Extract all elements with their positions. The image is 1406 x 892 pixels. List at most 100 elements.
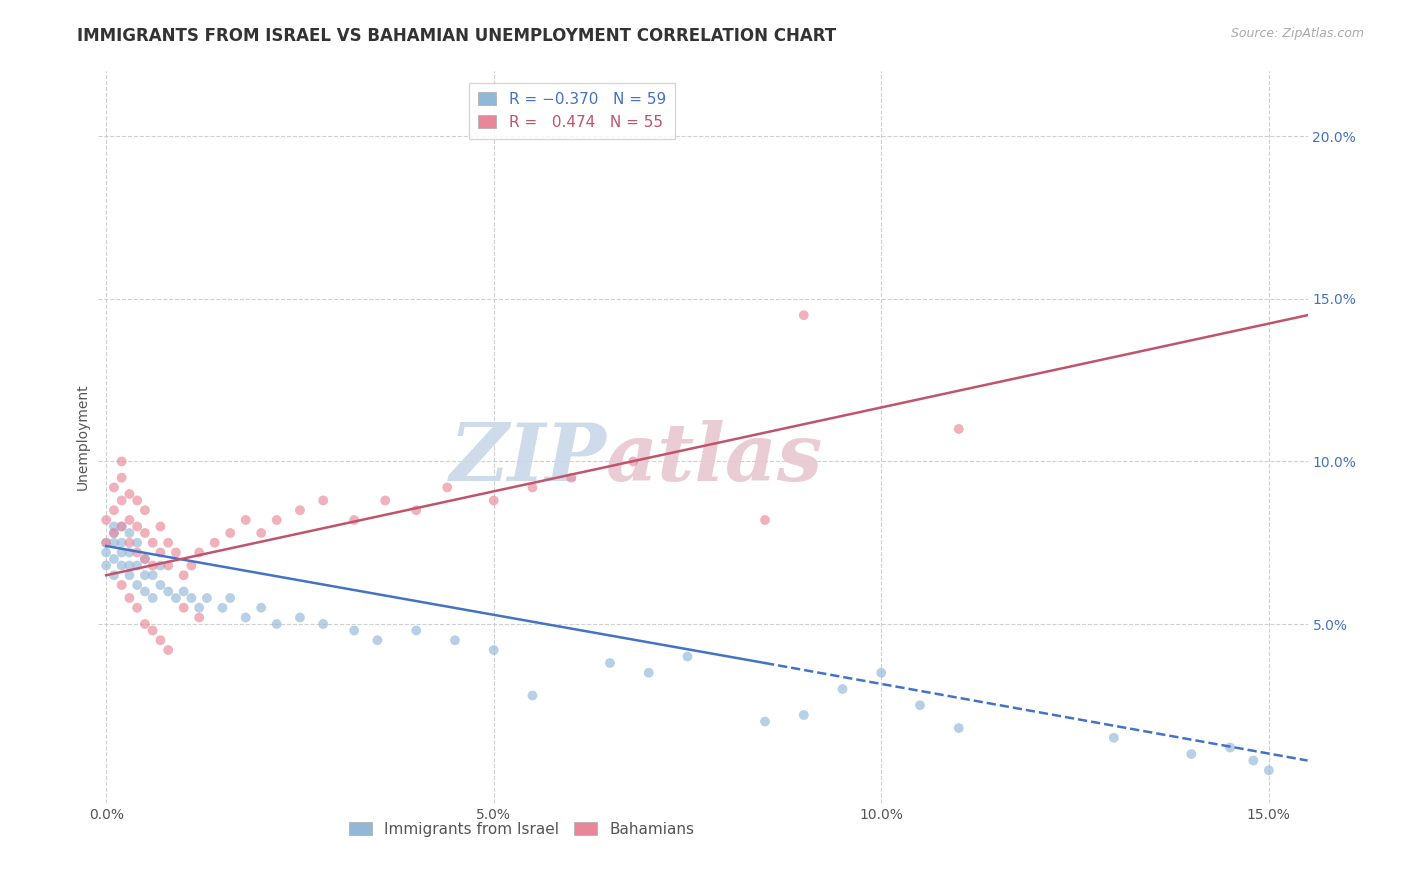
Point (405, 503, 427, 517)
Point (118, 568, 141, 582)
Point (793, 308, 815, 322)
Point (118, 558, 141, 573)
Point (676, 649, 699, 664)
Point (219, 526, 242, 541)
Point (560, 471, 582, 485)
Point (149, 633, 172, 648)
Point (118, 513, 141, 527)
Point (312, 493, 335, 508)
Legend: Immigrants from Israel, Bahamians: Immigrants from Israel, Bahamians (343, 815, 700, 843)
Point (149, 519, 172, 533)
Point (118, 591, 141, 605)
Point (134, 552, 156, 566)
Point (134, 617, 156, 632)
Point (118, 487, 141, 501)
Point (188, 600, 211, 615)
Point (118, 535, 141, 549)
Point (948, 721, 970, 735)
Point (127, 578, 149, 592)
Point (482, 493, 505, 508)
Point (134, 568, 156, 582)
Point (366, 633, 388, 648)
Point (111, 578, 134, 592)
Point (111, 535, 134, 549)
Point (621, 454, 644, 468)
Point (111, 519, 134, 533)
Point (754, 513, 776, 527)
Point (754, 714, 776, 729)
Point (127, 519, 149, 533)
Point (599, 656, 621, 670)
Point (312, 617, 335, 632)
Point (96, 535, 118, 549)
Text: ZIP: ZIP (450, 420, 606, 498)
Point (436, 480, 458, 494)
Point (96, 513, 118, 527)
Point (127, 558, 149, 573)
Point (103, 535, 125, 549)
Point (831, 681, 853, 696)
Point (134, 526, 156, 541)
Point (204, 535, 226, 549)
Point (157, 558, 180, 573)
Point (103, 480, 125, 494)
Point (127, 535, 149, 549)
Point (405, 624, 427, 638)
Point (195, 591, 218, 605)
Point (1257, 764, 1279, 778)
Point (1180, 747, 1202, 761)
Point (157, 584, 180, 599)
Point (870, 665, 893, 680)
Point (149, 578, 172, 592)
Point (948, 422, 970, 436)
Point (127, 493, 149, 508)
Point (522, 480, 544, 494)
Point (127, 600, 149, 615)
Point (173, 584, 195, 599)
Text: Source: ZipAtlas.com: Source: ZipAtlas.com (1230, 27, 1364, 40)
Point (157, 643, 180, 657)
Point (180, 558, 202, 573)
Point (250, 526, 273, 541)
Point (142, 624, 165, 638)
Point (288, 610, 311, 624)
Point (235, 513, 257, 527)
Point (134, 503, 156, 517)
Point (134, 584, 156, 599)
Point (374, 493, 396, 508)
Point (343, 513, 366, 527)
Point (173, 600, 195, 615)
Point (96, 535, 118, 549)
Point (142, 591, 165, 605)
Point (165, 591, 187, 605)
Point (118, 526, 141, 541)
Point (1241, 754, 1264, 768)
Point (149, 558, 172, 573)
Point (111, 493, 134, 508)
Point (1102, 731, 1125, 745)
Point (111, 545, 134, 559)
Point (142, 535, 165, 549)
Point (103, 568, 125, 582)
Point (637, 665, 659, 680)
Point (96, 558, 118, 573)
Point (444, 633, 467, 648)
Text: IMMIGRANTS FROM ISRAEL VS BAHAMIAN UNEMPLOYMENT CORRELATION CHART: IMMIGRANTS FROM ISRAEL VS BAHAMIAN UNEMP… (77, 27, 837, 45)
Point (165, 545, 187, 559)
Point (142, 568, 165, 582)
Point (111, 454, 134, 468)
Point (111, 558, 134, 573)
Point (118, 545, 141, 559)
Point (219, 591, 242, 605)
Point (793, 708, 815, 723)
Point (149, 545, 172, 559)
Point (250, 600, 273, 615)
Point (157, 535, 180, 549)
Point (103, 526, 125, 541)
Point (908, 698, 931, 713)
Point (142, 558, 165, 573)
Point (288, 503, 311, 517)
Point (111, 519, 134, 533)
Point (522, 689, 544, 703)
Point (134, 552, 156, 566)
